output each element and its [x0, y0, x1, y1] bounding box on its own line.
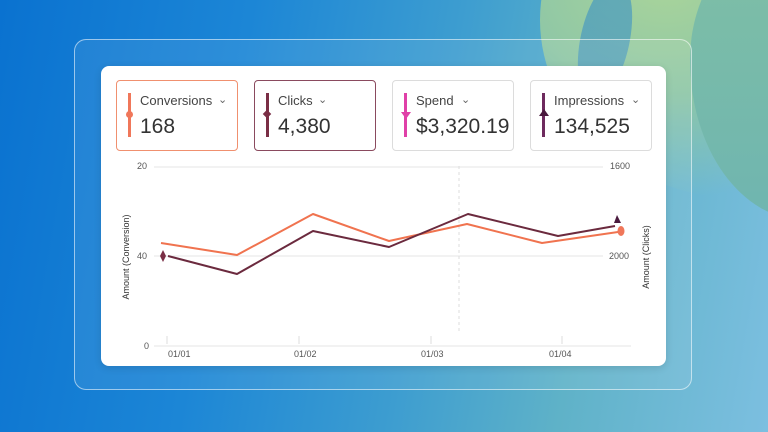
x-tick-label: 01/01 — [168, 349, 191, 359]
kpi-value: 4,380 — [278, 115, 331, 138]
conversions-line[interactable] — [160, 213, 619, 256]
x-tick-label: 01/04 — [549, 349, 572, 359]
y-tick-label: 40 — [137, 251, 148, 261]
y-tick-label: 20 — [137, 161, 148, 171]
y2-tick-label: 1600 — [610, 161, 631, 171]
kpi-card-clicks[interactable]: Clicks ⌄ 4,380 — [254, 80, 376, 151]
y-axis-title: Amount (Conversion) — [121, 214, 131, 300]
kpi-value: 134,525 — [554, 115, 630, 138]
kpi-label: Clicks — [278, 93, 313, 108]
circle-marker-icon — [126, 111, 133, 118]
chevron-down-icon[interactable]: ⌄ — [318, 94, 328, 106]
kpi-label: Conversions — [140, 93, 213, 108]
kpi-card-spend[interactable]: Spend ⌄ $3,320.19 — [392, 80, 514, 151]
kpi-value: $3,320.19 — [416, 115, 510, 138]
chevron-down-icon[interactable]: ⌄ — [461, 94, 471, 106]
x-tick-label: 01/02 — [294, 349, 317, 359]
kpi-value: 168 — [140, 115, 176, 138]
y2-axis-title: Amount (Clicks) — [641, 225, 651, 289]
x-tick-label: 01/03 — [421, 349, 444, 359]
kpi-label: Impressions — [554, 93, 625, 108]
chart-card: Conversions ⌄ 168 Clicks ⌄ 4,380 Spend ⌄… — [101, 66, 666, 366]
y-tick-label: 0 — [144, 341, 150, 351]
chevron-down-icon[interactable]: ⌄ — [631, 94, 641, 106]
kpi-card-impressions[interactable]: Impressions ⌄ 134,525 — [530, 80, 652, 151]
triangle-up-marker-icon — [614, 215, 621, 223]
diamond-marker-icon — [160, 250, 166, 262]
triangle-up-marker-icon — [539, 109, 549, 116]
triangle-down-marker-icon — [401, 112, 411, 119]
circle-marker-icon — [617, 226, 625, 236]
chevron-down-icon[interactable]: ⌄ — [218, 94, 228, 106]
kpi-label: Spend — [416, 93, 454, 108]
line-chart — [154, 166, 631, 347]
clicks-line[interactable] — [167, 213, 616, 275]
kpi-card-conversions[interactable]: Conversions ⌄ 168 — [116, 80, 238, 151]
y2-tick-label: 2000 — [609, 251, 630, 261]
